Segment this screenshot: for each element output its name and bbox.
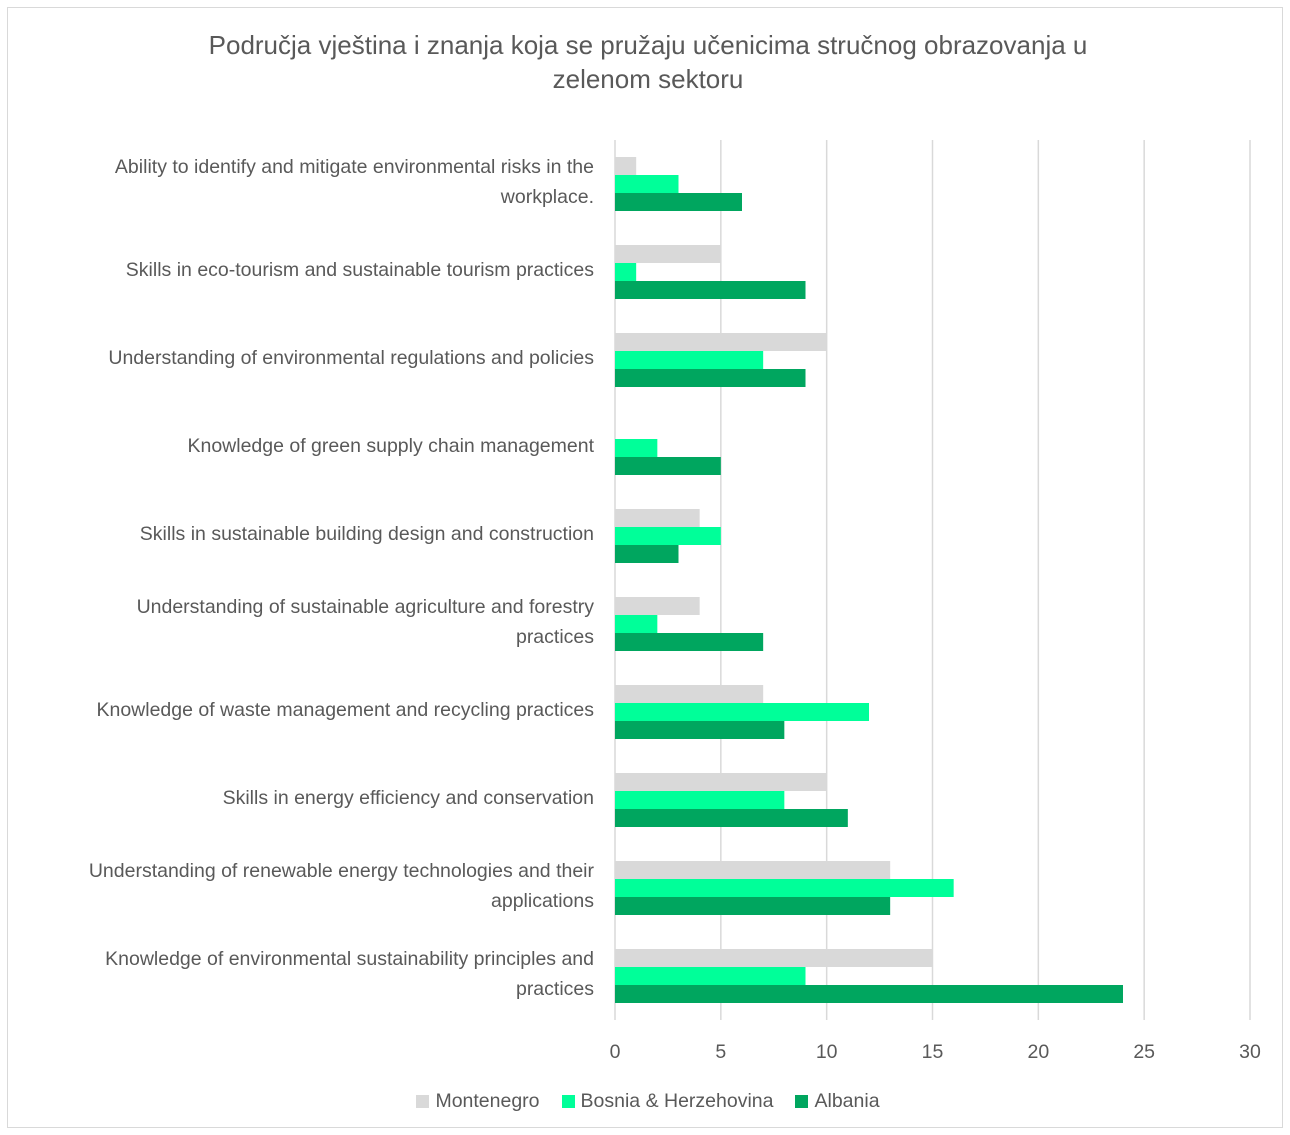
category-label-line: Understanding of sustainable agriculture…: [136, 596, 594, 618]
legend: Montenegro Bosnia & Herzehovina Albania: [0, 1090, 1290, 1113]
x-tick-label-2: 10: [816, 1041, 838, 1063]
bar-albania-1: [615, 281, 806, 299]
category-label-line: Understanding of environmental regulatio…: [108, 347, 594, 369]
category-label: Understanding of sustainable agriculture…: [14, 592, 594, 652]
chart-title-line-2: zelenom sektoru: [552, 64, 744, 94]
category-label-line: Skills in sustainable building design an…: [139, 523, 594, 545]
bar-bosnia-herzehovina-8: [615, 879, 954, 897]
bar-montenegro-1: [615, 245, 721, 263]
bar-bosnia-herzehovina-7: [615, 791, 785, 809]
category-label: Ability to identify and mitigate environ…: [14, 152, 594, 212]
chart-title-line-1: Područja vještina i znanja koja se pruža…: [208, 30, 1088, 60]
bar-albania-3: [615, 457, 721, 475]
category-label-line: Knowledge of green supply chain manageme…: [187, 435, 594, 457]
legend-label-albania: Albania: [814, 1090, 880, 1112]
chart-title: Područja vještina i znanja koja se pruža…: [0, 28, 1290, 96]
bar-montenegro-2: [615, 333, 827, 351]
x-tick-label-6: 30: [1239, 1041, 1261, 1063]
category-label-line: workplace.: [500, 186, 594, 208]
bar-bosnia-herzehovina-9: [615, 967, 806, 985]
category-label: Understanding of renewable energy techno…: [14, 856, 594, 916]
category-label: Knowledge of environmental sustainabilit…: [14, 944, 594, 1004]
category-label-line: Understanding of renewable energy techno…: [88, 860, 594, 882]
category-label: Skills in energy efficiency and conserva…: [14, 783, 594, 813]
legend-item-montenegro: Montenegro: [416, 1090, 540, 1113]
category-label-line: Ability to identify and mitigate environ…: [114, 156, 594, 178]
x-tick-label-0: 0: [610, 1041, 621, 1063]
category-label: Knowledge of waste management and recycl…: [14, 695, 594, 725]
category-label-line: Knowledge of environmental sustainabilit…: [105, 948, 594, 970]
bar-montenegro-7: [615, 773, 827, 791]
bar-montenegro-6: [615, 685, 764, 703]
category-label: Skills in sustainable building design an…: [14, 519, 594, 549]
bar-bosnia-herzehovina-3: [615, 439, 658, 457]
legend-label-bosnia: Bosnia & Herzehovina: [580, 1090, 774, 1112]
bar-albania-2: [615, 369, 806, 387]
legend-swatch-montenegro: [416, 1095, 430, 1108]
bar-albania-9: [615, 985, 1123, 1003]
category-label: Understanding of environmental regulatio…: [14, 343, 594, 373]
category-label-line: Skills in energy efficiency and conserva…: [222, 787, 594, 809]
bar-bosnia-herzehovina-1: [615, 263, 637, 281]
bar-bosnia-herzehovina-6: [615, 703, 869, 721]
legend-swatch-bosnia: [561, 1095, 575, 1108]
category-label-line: applications: [491, 890, 594, 912]
bar-montenegro-0: [615, 157, 637, 175]
category-label-line: practices: [515, 626, 594, 648]
category-label-line: Knowledge of waste management and recycl…: [96, 699, 594, 721]
bar-albania-5: [615, 633, 764, 651]
bar-montenegro-8: [615, 861, 891, 879]
bar-bosnia-herzehovina-4: [615, 527, 721, 545]
x-tick-label-3: 15: [922, 1041, 944, 1063]
category-label: Skills in eco-tourism and sustainable to…: [14, 255, 594, 285]
x-tick-label-4: 20: [1027, 1041, 1049, 1063]
bar-montenegro-5: [615, 597, 700, 615]
legend-swatch-albania: [795, 1095, 809, 1108]
x-tick-label-5: 25: [1133, 1041, 1155, 1063]
bar-albania-6: [615, 721, 785, 739]
category-label-line: practices: [515, 978, 594, 1000]
bar-montenegro-9: [615, 949, 933, 967]
x-tick-label-1: 5: [715, 1041, 726, 1063]
category-label: Knowledge of green supply chain manageme…: [14, 431, 594, 461]
legend-label-montenegro: Montenegro: [435, 1090, 540, 1112]
bar-bosnia-herzehovina-0: [615, 175, 679, 193]
bar-montenegro-4: [615, 509, 700, 527]
bar-albania-7: [615, 809, 848, 827]
bar-bosnia-herzehovina-2: [615, 351, 764, 369]
legend-item-albania: Albania: [795, 1090, 880, 1113]
bar-albania-8: [615, 897, 891, 915]
bar-albania-0: [615, 193, 742, 211]
legend-item-bosnia: Bosnia & Herzehovina: [561, 1090, 774, 1113]
category-label-line: Skills in eco-tourism and sustainable to…: [125, 259, 594, 281]
bar-bosnia-herzehovina-5: [615, 615, 658, 633]
bar-albania-4: [615, 545, 679, 563]
